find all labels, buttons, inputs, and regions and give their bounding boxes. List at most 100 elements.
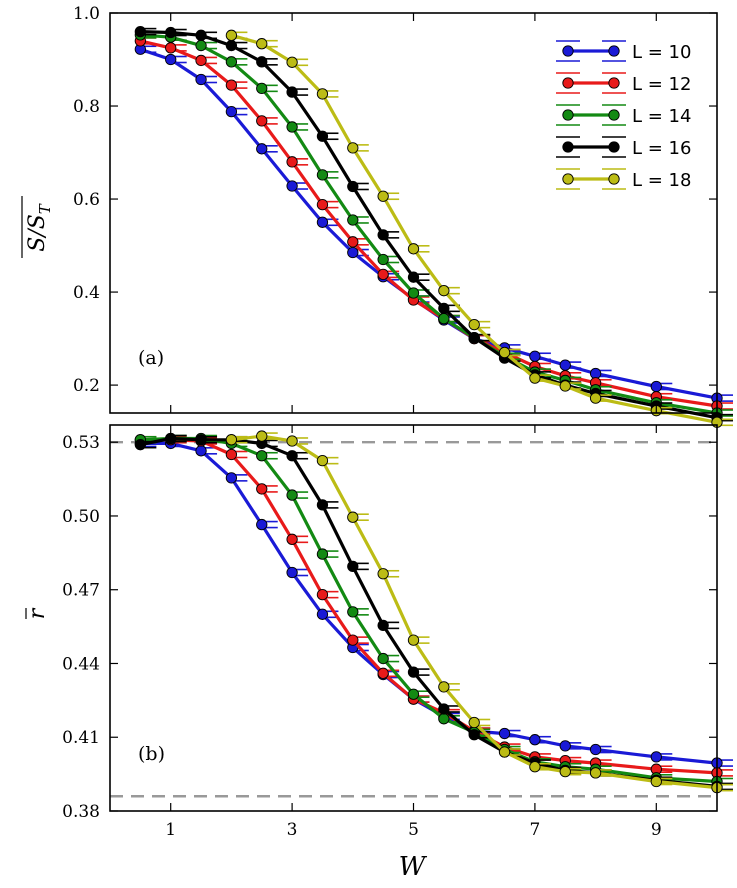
- legend-marker: [608, 77, 620, 89]
- panel-b-ytick-label: 0.38: [62, 802, 100, 822]
- data-point: [407, 243, 420, 255]
- data-point: [589, 367, 602, 380]
- data-point: [286, 86, 298, 98]
- data-point: [529, 734, 541, 746]
- panel-b-series-l16: [134, 432, 733, 793]
- data-point: [347, 246, 359, 259]
- panel-b-ytick-label: 0.44: [62, 654, 100, 674]
- data-point: [256, 518, 268, 531]
- data-point: [286, 435, 298, 447]
- panel-a-label: (a): [138, 347, 164, 369]
- data-point: [286, 121, 298, 133]
- panel-b-xtick-label: 5: [408, 820, 419, 840]
- data-point: [225, 448, 238, 461]
- data-point: [559, 380, 571, 392]
- legend-entry: L = 12: [556, 72, 691, 95]
- panel-a-ytick-label: 0.4: [73, 283, 100, 303]
- data-point: [377, 568, 389, 580]
- data-point: [316, 588, 329, 601]
- data-point: [347, 634, 359, 646]
- data-point: [256, 483, 268, 495]
- series-line: [139, 39, 718, 408]
- series-line: [139, 47, 718, 400]
- series-line: [140, 438, 718, 775]
- data-point: [529, 350, 541, 362]
- data-point: [529, 372, 541, 384]
- data-point: [165, 42, 177, 54]
- legend-marker: [562, 109, 574, 121]
- data-point: [225, 434, 238, 446]
- panel-b-label: (b): [138, 743, 165, 765]
- legend-marker: [562, 173, 574, 185]
- data-point: [316, 454, 329, 467]
- data-point: [377, 190, 389, 202]
- data-point: [195, 54, 207, 67]
- legend-marker: [608, 141, 620, 153]
- data-point: [225, 105, 238, 118]
- data-point: [195, 29, 207, 41]
- data-point: [377, 229, 389, 241]
- panel-a-ylabel-sub: T: [36, 203, 54, 214]
- data-point: [347, 236, 359, 248]
- data-point: [407, 688, 420, 700]
- data-point: [225, 56, 238, 68]
- legend-marker: [562, 141, 574, 153]
- data-point: [256, 82, 268, 94]
- data-point: [498, 346, 511, 359]
- data-point: [286, 450, 298, 462]
- data-point: [256, 115, 268, 127]
- data-point: [316, 608, 329, 620]
- legend-label: L = 16: [632, 138, 691, 159]
- legend-entry: L = 18: [556, 168, 691, 191]
- data-point: [195, 445, 207, 457]
- legend-marker: [608, 109, 620, 121]
- data-point: [347, 511, 359, 523]
- data-point: [589, 392, 602, 404]
- data-point: [468, 716, 480, 729]
- data-point: [438, 312, 450, 325]
- data-point: [529, 761, 541, 773]
- x-axis-title: W: [399, 852, 428, 882]
- data-point: [468, 729, 480, 741]
- panel-a-ylabel: S/ST: [21, 196, 54, 258]
- legend: L = 10 L = 12 L = 14 L = 16 L = 18: [556, 40, 691, 191]
- legend-label: L = 18: [632, 170, 691, 191]
- data-point: [589, 743, 602, 756]
- legend-label: L = 14: [632, 106, 691, 127]
- data-point: [256, 143, 268, 155]
- data-point: [650, 380, 662, 393]
- data-point: [377, 652, 389, 665]
- data-point: [559, 740, 571, 752]
- panel-b-ylabel: r: [25, 607, 50, 619]
- data-point: [407, 287, 420, 299]
- data-point: [286, 156, 298, 168]
- data-point: [468, 318, 480, 331]
- data-point: [650, 751, 662, 763]
- data-point: [407, 634, 420, 646]
- panel-a-ytick-label: 0.8: [73, 97, 100, 117]
- legend-label: L = 10: [632, 42, 691, 63]
- legend-marker: [562, 45, 574, 57]
- legend-entry: L = 16: [556, 136, 691, 159]
- data-point: [195, 73, 207, 86]
- data-point: [438, 713, 450, 725]
- series-line: [140, 33, 718, 415]
- data-point: [165, 53, 177, 66]
- data-point: [438, 681, 450, 693]
- panel-b-xtick-label: 1: [165, 820, 176, 840]
- data-point: [286, 489, 298, 501]
- data-point: [256, 430, 268, 442]
- panel-b-xtick-label: 7: [529, 820, 540, 840]
- panel-b-xtick-label: 3: [287, 820, 298, 840]
- data-point: [134, 439, 147, 451]
- panel-b-xtick-label: 9: [651, 820, 662, 840]
- panel-a-ytick-label: 0.2: [73, 376, 100, 396]
- panel-a-ytick-label: 1.0: [73, 4, 100, 24]
- data-point: [195, 39, 207, 52]
- panel-a-series-l10: [134, 43, 733, 404]
- data-point: [377, 268, 389, 281]
- legend-entry: L = 14: [556, 104, 691, 127]
- data-point: [225, 29, 238, 41]
- data-point: [438, 285, 450, 297]
- data-point: [225, 79, 238, 91]
